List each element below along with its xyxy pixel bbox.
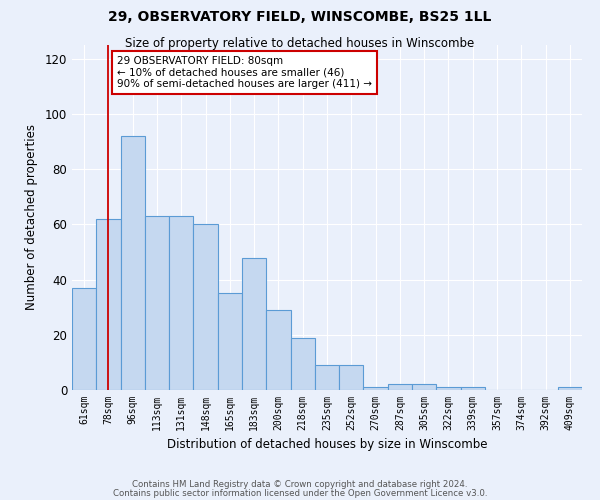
Bar [72,288,96,390]
X-axis label: Distribution of detached houses by size in Winscombe: Distribution of detached houses by size … [167,438,487,452]
Bar [242,258,266,390]
Bar [169,216,193,390]
Bar [145,216,169,390]
Bar [218,294,242,390]
Bar [558,387,582,390]
Text: 29, OBSERVATORY FIELD, WINSCOMBE, BS25 1LL: 29, OBSERVATORY FIELD, WINSCOMBE, BS25 1… [109,10,491,24]
Bar [412,384,436,390]
Text: 29 OBSERVATORY FIELD: 80sqm
← 10% of detached houses are smaller (46)
90% of sem: 29 OBSERVATORY FIELD: 80sqm ← 10% of det… [117,56,372,89]
Bar [461,387,485,390]
Bar [315,365,339,390]
Y-axis label: Number of detached properties: Number of detached properties [25,124,38,310]
Text: Contains HM Land Registry data © Crown copyright and database right 2024.: Contains HM Land Registry data © Crown c… [132,480,468,489]
Text: Contains public sector information licensed under the Open Government Licence v3: Contains public sector information licen… [113,489,487,498]
Bar [266,310,290,390]
Bar [290,338,315,390]
Bar [364,387,388,390]
Bar [96,219,121,390]
Text: Size of property relative to detached houses in Winscombe: Size of property relative to detached ho… [125,38,475,51]
Bar [193,224,218,390]
Bar [121,136,145,390]
Bar [388,384,412,390]
Bar [436,387,461,390]
Bar [339,365,364,390]
